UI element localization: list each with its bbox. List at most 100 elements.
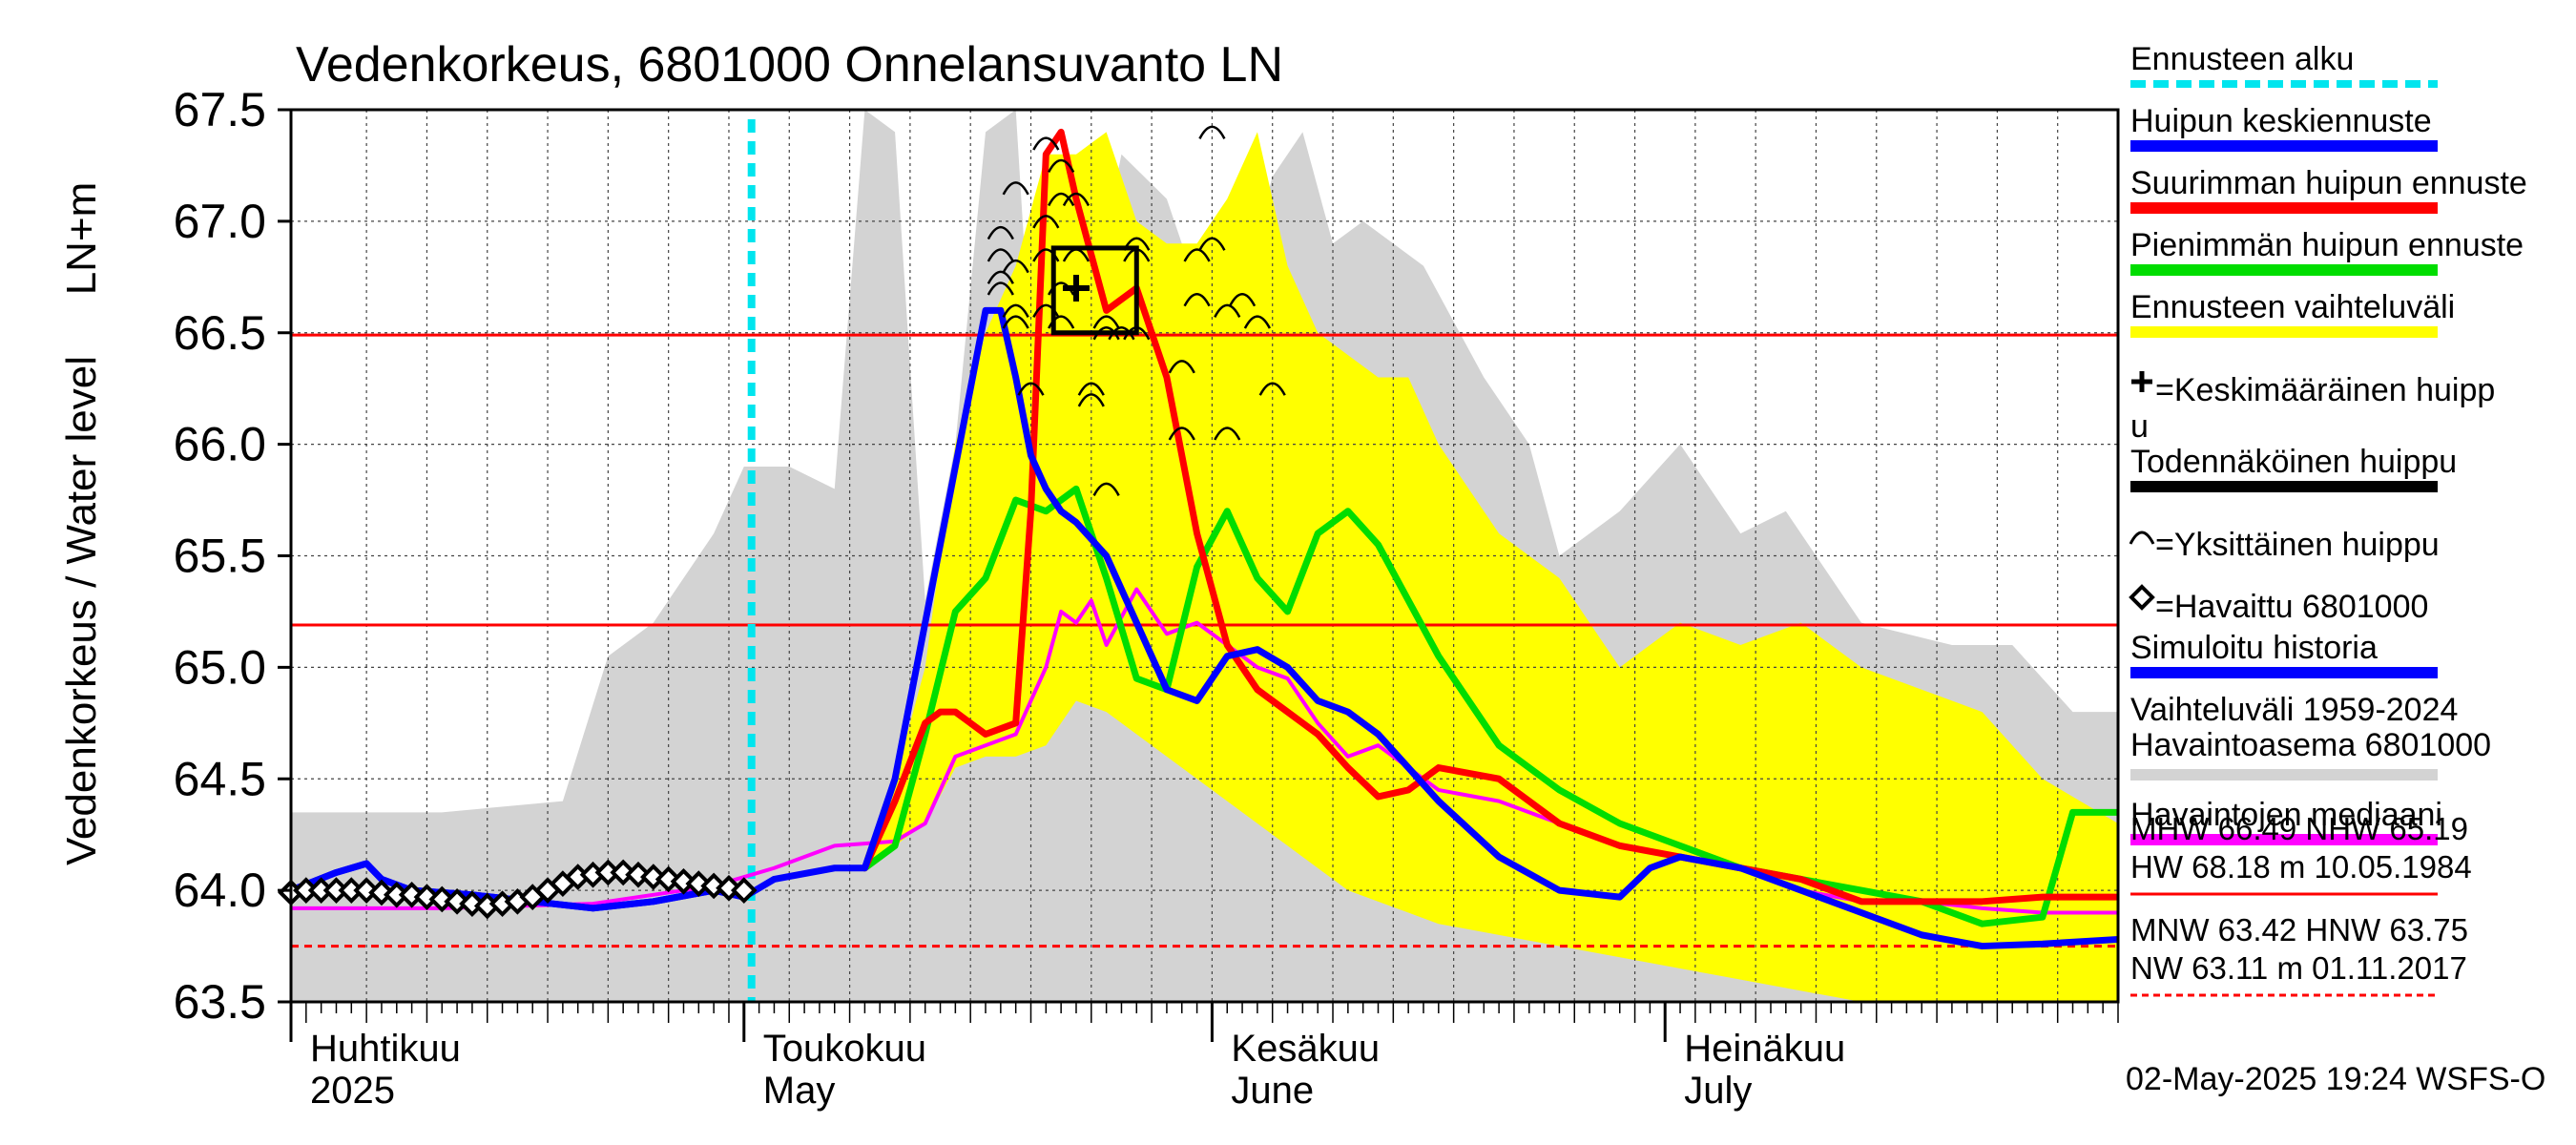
individual-peak-marker <box>1032 248 1060 262</box>
individual-peak-marker <box>1017 382 1045 396</box>
individual-peak-marker <box>1258 382 1286 396</box>
month-label: Kesäkuu <box>1231 1028 1380 1070</box>
legend-label: Ennusteen vaihteluväli <box>2130 289 2455 325</box>
likely-peak-box <box>1050 245 1139 336</box>
stats-line: NW 63.11 m 01.11.2017 <box>2130 950 2467 986</box>
legend-diamond-symbol <box>2129 584 2155 611</box>
series-line-2 <box>861 128 2118 906</box>
observed-marker <box>610 859 637 886</box>
stats-line: HW 68.18 m 10.05.1984 <box>2130 849 2472 885</box>
y-tick-label: 66.0 <box>174 418 266 471</box>
legend-label: Ennusteen alku <box>2130 41 2354 77</box>
observed-marker <box>444 887 470 915</box>
individual-peak-marker <box>1198 237 1226 251</box>
individual-peak-marker <box>1214 303 1241 318</box>
legend-label: Havaintojen mediaani <box>2130 797 2442 833</box>
observed-markers <box>278 859 758 920</box>
y-tick-label: 64.0 <box>174 864 266 917</box>
individual-peak-marker <box>1243 315 1271 329</box>
observed-marker <box>654 865 682 893</box>
individual-peak-marker <box>987 270 1014 284</box>
legend-label: =Keskimääräinen huipp <box>2155 372 2495 408</box>
legend-label: Simuloitu historia <box>2130 630 2378 666</box>
individual-peak-marker <box>1002 181 1029 196</box>
series-line-1 <box>861 485 2118 927</box>
individual-peak-marker <box>1032 136 1060 151</box>
observed-marker <box>413 884 441 910</box>
observed-marker <box>730 877 758 904</box>
month-label: Heinäkuu <box>1684 1028 1845 1070</box>
individual-peak-marker <box>987 281 1014 296</box>
individual-peak-marker <box>1048 158 1075 174</box>
y-tick-label: 65.5 <box>174 530 266 583</box>
individual-peak-marker <box>1183 292 1211 307</box>
individual-peak-marker <box>1002 259 1029 274</box>
y-tick-label: 63.5 <box>174 975 266 1029</box>
individual-peak-marker <box>1002 303 1029 318</box>
individual-peak-marker <box>1214 427 1241 441</box>
footer-timestamp: 02-May-2025 19:24 WSFS-O <box>2126 1061 2545 1097</box>
individual-peak-marker <box>1198 125 1226 139</box>
legend-plus-symbol <box>2131 371 2152 392</box>
month-sublabel: 2025 <box>310 1070 395 1112</box>
legend-label-line2: u <box>2130 408 2149 445</box>
y-tick-label: 64.5 <box>174 752 266 805</box>
individual-peak-marker <box>1048 315 1075 329</box>
month-sublabel: July <box>1684 1070 1752 1112</box>
month-sublabel: May <box>763 1070 836 1112</box>
chart-title: Vedenkorkeus, 6801000 Onnelansuvanto LN <box>296 37 1283 93</box>
plot-area <box>278 108 2120 1004</box>
individual-peak-marker <box>1108 326 1135 341</box>
individual-peak-marker <box>1168 427 1195 441</box>
mean-peak-marker <box>1062 275 1090 302</box>
y-axis-unit: LN+m <box>58 182 105 296</box>
individual-peak-marker <box>1062 192 1091 207</box>
legend-label: Todennäköinen huippu <box>2130 444 2457 480</box>
y-axis-ticks: 63.5 64.0 64.5 65.0 65.5 66.0 66.5 67.0 67.5 <box>174 83 291 1029</box>
individual-peak-marker <box>1077 393 1105 407</box>
individual-peak-marker <box>987 248 1014 262</box>
individual-peak-marker <box>1048 281 1075 296</box>
month-sublabel: June <box>1231 1070 1314 1112</box>
reference-lines <box>291 333 2118 948</box>
legend-label: Pienimmän huipun ennuste <box>2130 227 2524 263</box>
individual-peak-marker <box>987 225 1014 240</box>
y-tick-label: 67.5 <box>174 83 266 136</box>
stats-line: MHW 66.49 NHW 65.19 <box>2130 811 2468 846</box>
y-tick-label: 66.5 <box>174 306 266 360</box>
individual-peak-marker <box>1092 326 1120 341</box>
observed-marker <box>670 867 697 895</box>
observed-marker <box>625 861 652 888</box>
observed-marker <box>368 879 395 906</box>
legend: Ennusteen alku Huipun keskiennuste Suurimm… <box>2129 41 2527 845</box>
legend-arc-symbol <box>2129 531 2155 545</box>
individual-peak-marker <box>1168 360 1195 374</box>
legend-label: =Havaittu 6801000 <box>2155 589 2428 625</box>
legend-label: Suurimman huipun ennuste <box>2130 165 2527 201</box>
observed-marker <box>700 872 727 900</box>
observed-marker <box>640 864 667 890</box>
legend-label-line2: Havaintoasema 6801000 <box>2130 727 2491 763</box>
legend-label: Huipun keskiennuste <box>2130 103 2432 139</box>
individual-peak-marker <box>1032 215 1060 229</box>
y-tick-label: 67.0 <box>174 195 266 248</box>
band-1 <box>864 132 2118 1002</box>
likely-peak-marker <box>1050 245 1139 336</box>
y-tick-label: 65.0 <box>174 640 266 694</box>
y-axis-label: Vedenkorkeus / Water level <box>58 356 105 865</box>
stats-line: MNW 63.42 HNW 63.75 <box>2130 912 2468 947</box>
individual-peak-marker <box>1183 248 1211 262</box>
individual-peak-marker <box>1077 382 1105 396</box>
individual-peak-marker <box>1032 303 1060 318</box>
individual-peak-marker <box>1092 482 1120 496</box>
individual-peak-marker <box>1092 315 1120 329</box>
observed-marker <box>398 881 426 908</box>
month-label: Toukokuu <box>763 1028 926 1070</box>
individual-peak-marker <box>1002 315 1029 329</box>
legend-label: =Yksittäinen huippu <box>2155 527 2440 563</box>
individual-peak-marker <box>1228 292 1257 307</box>
month-label: Huhtikuu <box>310 1028 461 1070</box>
